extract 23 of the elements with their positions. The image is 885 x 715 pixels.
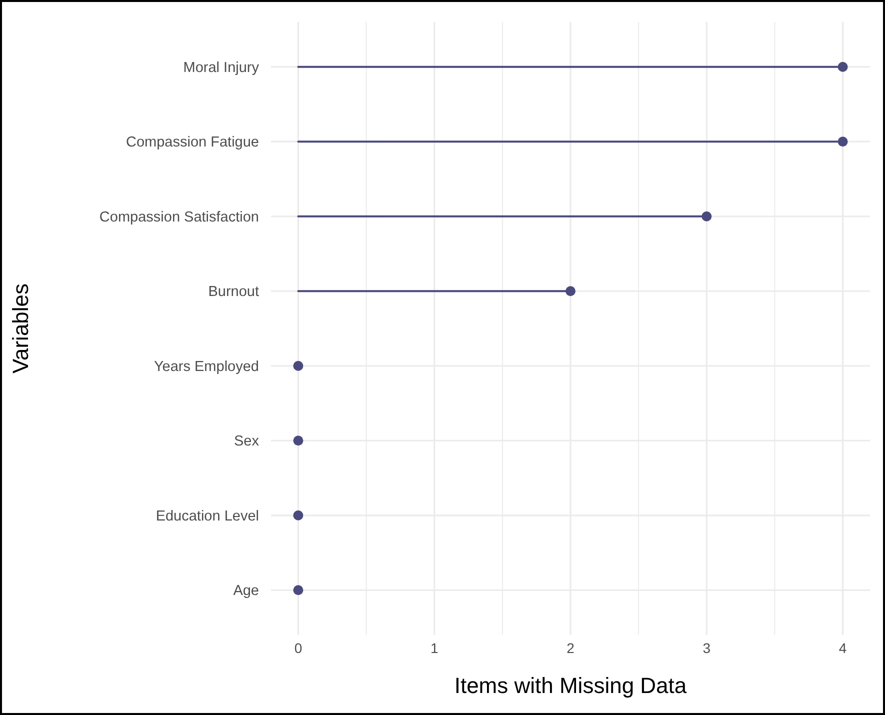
point [293,510,304,520]
point [566,286,576,296]
x-tick-label: 2 [566,640,575,656]
x-tick-label: 0 [294,640,302,656]
y-tick-label: Age [233,583,259,600]
y-tick-label: Moral Injury [183,60,260,76]
x-axis-title: Items with Missing Data [454,673,688,698]
y-tick-label: Burnout [208,284,259,300]
point [838,136,848,147]
x-tick-label: 4 [838,640,847,656]
point [293,436,304,446]
y-tick-label: Compassion Fatigue [126,134,259,151]
point [293,585,304,596]
y-tick-label: Years Employed [154,358,259,375]
y-tick-label: Compassion Satisfaction [99,209,259,226]
y-tick-label: Sex [234,434,260,450]
point [293,360,304,371]
x-tick-label: 1 [430,640,438,656]
y-axis-title: Variables [8,283,33,374]
y-tick-label: Education Level [156,508,259,524]
point [838,62,848,72]
point [702,211,712,222]
x-tick-label: 3 [702,640,711,656]
